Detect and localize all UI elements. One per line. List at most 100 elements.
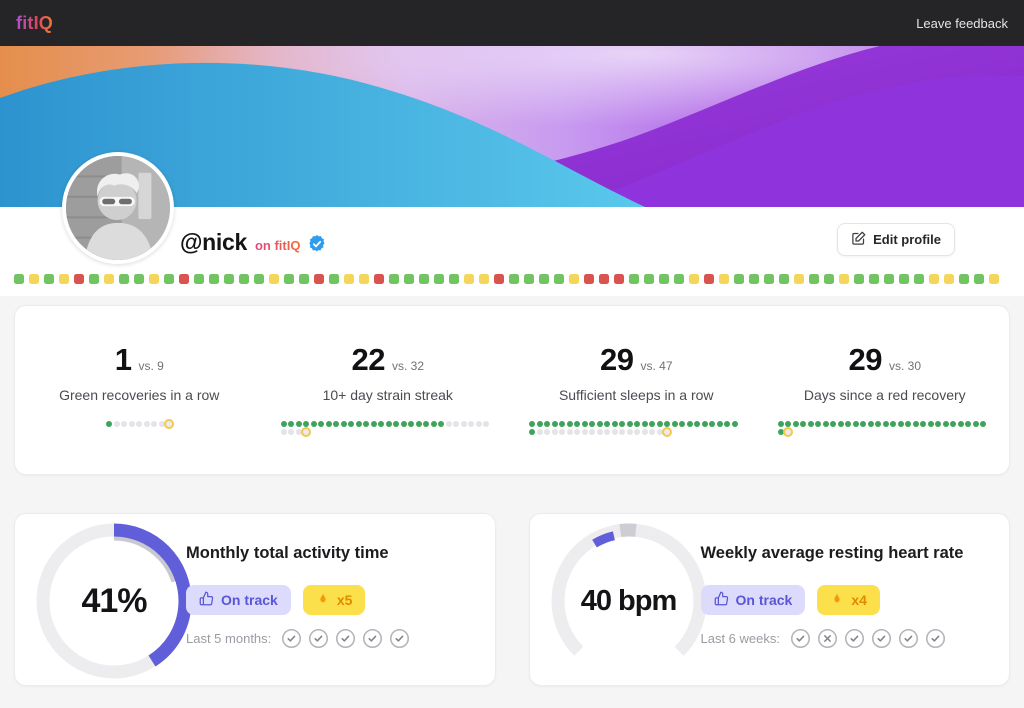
heatmap-square[interactable] (704, 274, 714, 284)
heatmap-square[interactable] (719, 274, 729, 284)
heatmap-square[interactable] (659, 274, 669, 284)
heatmap-square[interactable] (374, 274, 384, 284)
heatmap-square[interactable] (509, 274, 519, 284)
leave-feedback-link[interactable]: Leave feedback (916, 15, 1008, 31)
on-track-badge[interactable]: On track (186, 585, 291, 615)
heart-rate-gauge-value: 40 bpm (580, 584, 678, 617)
on-track-badge[interactable]: On track (700, 585, 806, 615)
heatmap-square[interactable] (464, 274, 474, 284)
heatmap-square[interactable] (749, 274, 759, 284)
heatmap-square[interactable] (14, 274, 24, 284)
streak-multiplier-badge[interactable]: x4 (817, 585, 880, 615)
heatmap-square[interactable] (689, 274, 699, 284)
heatmap-square[interactable] (959, 274, 969, 284)
heatmap-square[interactable] (239, 274, 249, 284)
heatmap-square[interactable] (344, 274, 354, 284)
streak-dot (611, 428, 618, 435)
stat-label: Sufficient sleeps in a row (558, 387, 714, 403)
heatmap-square[interactable] (59, 274, 69, 284)
streak-dot (529, 421, 536, 427)
heatmap-square[interactable] (869, 274, 879, 284)
heatmap-square[interactable] (599, 274, 609, 284)
heatmap-square[interactable] (989, 274, 999, 284)
heatmap-square[interactable] (674, 274, 684, 284)
avatar[interactable] (62, 152, 174, 264)
heatmap-square[interactable] (179, 274, 189, 284)
check-circle-icon (898, 628, 919, 649)
streak-multiplier-badge[interactable]: x5 (302, 585, 366, 615)
heatmap-square[interactable] (29, 274, 39, 284)
heatmap-square[interactable] (209, 274, 219, 284)
heatmap-square[interactable] (614, 274, 624, 284)
heatmap-square[interactable] (809, 274, 819, 284)
check-circle-icon (844, 628, 865, 649)
heatmap-square[interactable] (254, 274, 264, 284)
streak-dot (777, 421, 784, 427)
card-title: Weekly average resting heart rate (700, 544, 964, 562)
heatmap-square[interactable] (779, 274, 789, 284)
thumbs-up-icon (199, 591, 214, 609)
heatmap-square[interactable] (44, 274, 54, 284)
heatmap-square[interactable] (479, 274, 489, 284)
heatmap-square[interactable] (569, 274, 579, 284)
heatmap-square[interactable] (194, 274, 204, 284)
heatmap-square[interactable] (539, 274, 549, 284)
streak-dot (716, 421, 723, 427)
heatmap-square[interactable] (629, 274, 639, 284)
heart-rate-card: 40 bpm Weekly average resting heart rate… (528, 513, 1010, 686)
heatmap-square[interactable] (644, 274, 654, 284)
stat-vs: vs. 9 (138, 359, 164, 373)
heatmap-square[interactable] (899, 274, 909, 284)
heatmap-square[interactable] (359, 274, 369, 284)
heatmap-square[interactable] (149, 274, 159, 284)
heatmap-square[interactable] (944, 274, 954, 284)
heatmap-square[interactable] (839, 274, 849, 284)
heatmap-square[interactable] (449, 274, 459, 284)
heatmap-square[interactable] (419, 274, 429, 284)
heatmap-square[interactable] (404, 274, 414, 284)
heatmap-square[interactable] (584, 274, 594, 284)
streak-dot (475, 421, 482, 427)
heatmap-square[interactable] (824, 274, 834, 284)
stat-vs: vs. 47 (640, 359, 673, 373)
heatmap-square[interactable] (284, 274, 294, 284)
x-circle-icon (817, 628, 838, 649)
avatar-image (66, 156, 170, 260)
streak-dot (634, 421, 641, 427)
heatmap-square[interactable] (974, 274, 984, 284)
heatmap-square[interactable] (119, 274, 129, 284)
streak-dot (619, 428, 626, 435)
heatmap-square[interactable] (929, 274, 939, 284)
heatmap-square[interactable] (314, 274, 324, 284)
heatmap-square[interactable] (89, 274, 99, 284)
heatmap-square[interactable] (269, 274, 279, 284)
heatmap-square[interactable] (74, 274, 84, 284)
heatmap-square[interactable] (764, 274, 774, 284)
edit-profile-button[interactable]: Edit profile (837, 223, 955, 256)
streak-dot (581, 421, 588, 427)
heatmap-square[interactable] (914, 274, 924, 284)
heatmap-square[interactable] (299, 274, 309, 284)
streak-dot (378, 421, 385, 427)
streak-dot (604, 421, 611, 427)
heatmap-square[interactable] (104, 274, 114, 284)
heatmap-square[interactable] (854, 274, 864, 284)
heatmap-square[interactable] (884, 274, 894, 284)
heatmap-square[interactable] (734, 274, 744, 284)
heatmap-square[interactable] (494, 274, 504, 284)
heatmap-square[interactable] (134, 274, 144, 284)
heatmap-square[interactable] (524, 274, 534, 284)
heatmap-square[interactable] (224, 274, 234, 284)
heatmap-square[interactable] (164, 274, 174, 284)
stat-value: 29 (600, 342, 634, 377)
streak-dot (136, 421, 143, 427)
check-circle-icon (925, 628, 946, 649)
app-logo[interactable]: fitIQ (16, 12, 53, 33)
streak-dot (626, 421, 633, 427)
heatmap-square[interactable] (434, 274, 444, 284)
streak-dot (882, 421, 889, 427)
heatmap-square[interactable] (554, 274, 564, 284)
heatmap-square[interactable] (389, 274, 399, 284)
heatmap-square[interactable] (794, 274, 804, 284)
heatmap-square[interactable] (329, 274, 339, 284)
